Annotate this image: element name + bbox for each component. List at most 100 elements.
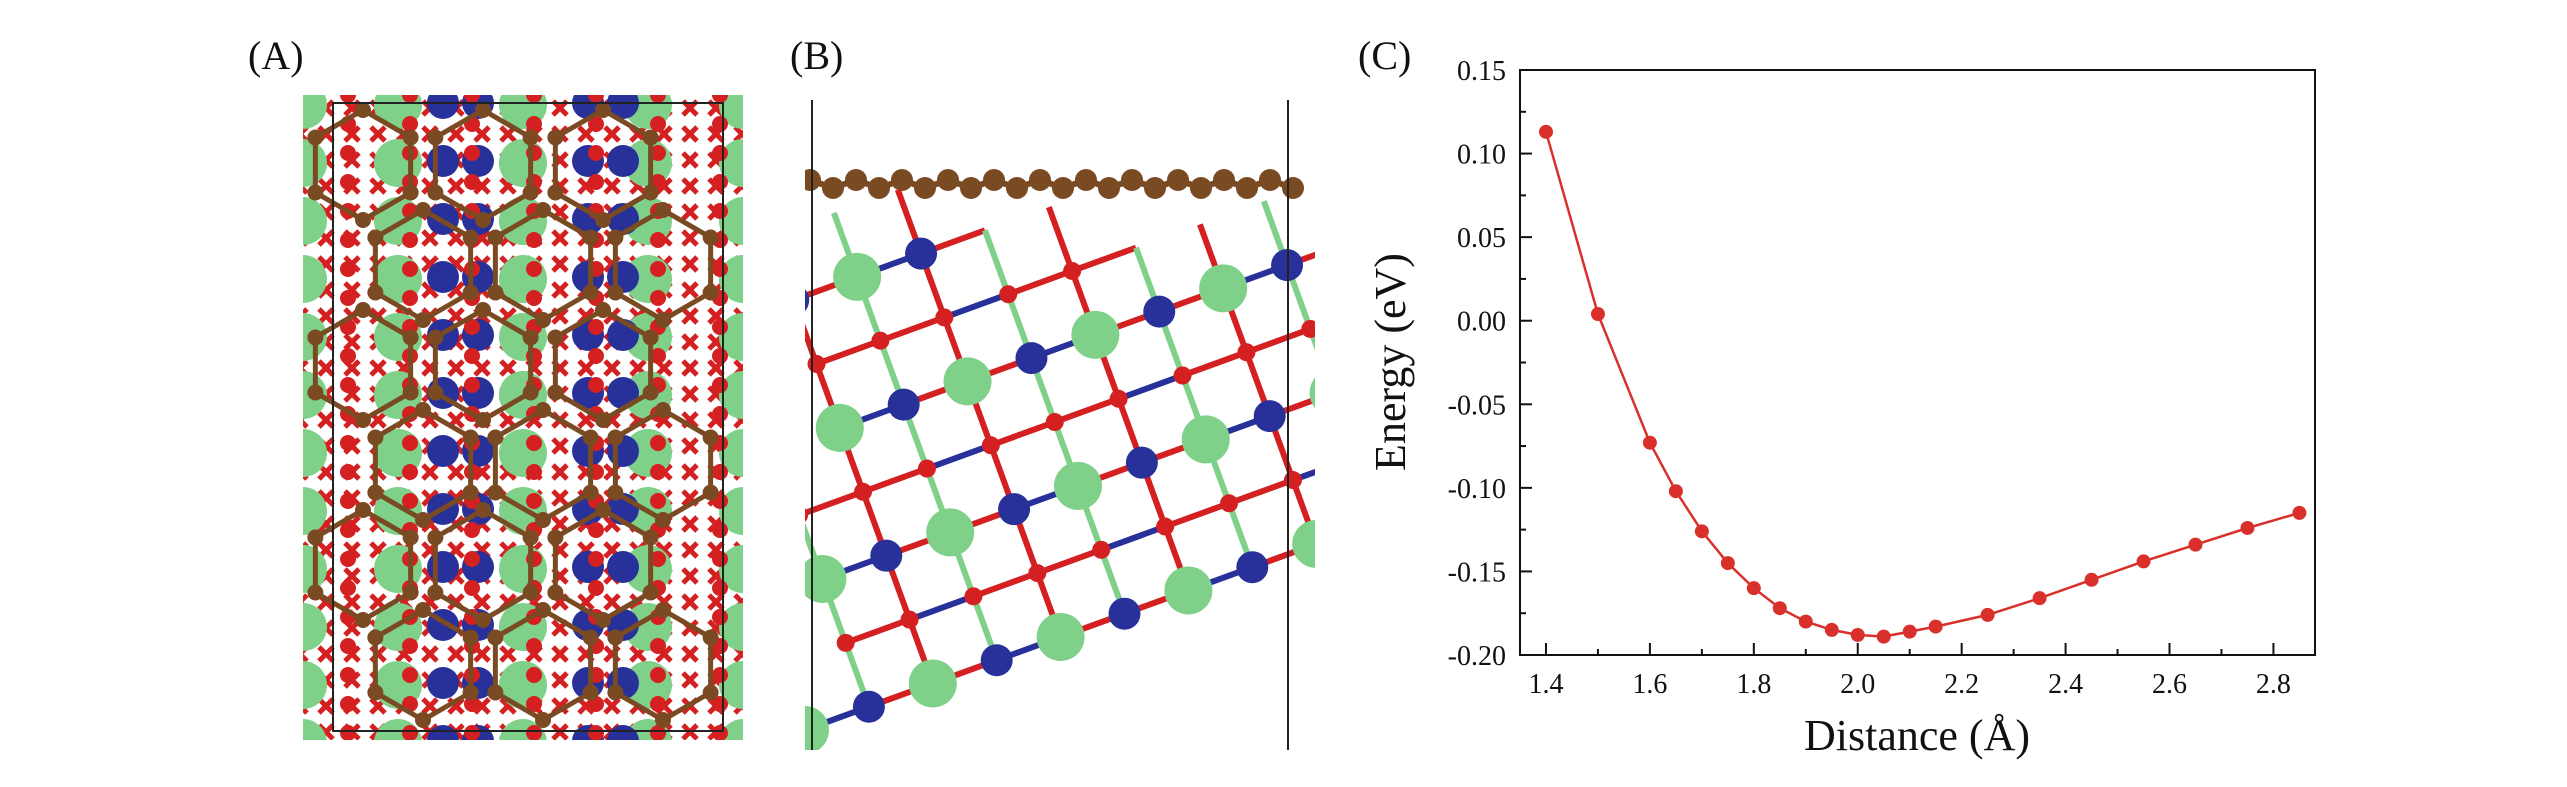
c-atom [355,212,371,228]
y-tick-label: -0.15 [1448,557,1506,588]
o-bond [655,645,673,663]
o-bond [473,645,491,663]
o-bond [473,593,491,611]
c-atom [487,284,504,301]
o-atom [1220,494,1239,513]
data-point [2084,572,2099,587]
c-atom [642,584,659,601]
c-atom [462,684,479,701]
o-bond [421,229,439,247]
o-bond [681,541,699,559]
c-atom [367,484,384,501]
c-atom [462,484,479,501]
c-atom [891,169,913,191]
c-atom [367,629,384,646]
co-atom [607,95,639,119]
lattice-bond [1245,326,1312,356]
o-bond [551,307,569,325]
c-atom [402,184,419,201]
series-points [1538,124,2307,644]
o-bond [369,125,387,143]
o-atom [402,95,418,103]
o-atom [402,638,418,654]
c-atom [475,612,491,628]
o-bond [551,489,569,507]
o-atom [1092,540,1111,559]
y-tick-label: 0.10 [1457,140,1506,171]
c-atom [655,202,671,218]
la-atom [815,403,864,452]
data-point [1876,629,1891,644]
data-point [1798,614,1813,629]
y-tick-label: 0.00 [1457,307,1506,338]
o-bond [551,645,569,663]
c-atom [582,284,599,301]
x-tick-label: 2.2 [1944,669,1979,700]
la-atom [1181,415,1230,464]
c-atom [355,502,371,518]
x-tick-label: 1.8 [1736,669,1771,700]
la-atom [1292,519,1315,568]
c-atom [415,712,431,728]
la-atom [1053,461,1102,510]
c-atom [535,402,551,418]
la-atom [908,659,957,708]
o-bond [369,541,387,559]
c-atom [582,684,599,701]
o-atom [588,319,604,335]
co-atom [607,725,639,740]
co-atom [1125,446,1158,479]
o-bond [303,419,309,429]
c-atom [367,684,384,701]
panel-a-label: (A) [248,33,304,78]
o-atom [340,95,356,103]
o-bond [317,359,335,377]
o-bond [369,359,387,377]
lattice-bond [989,419,1056,449]
lattice-bond [972,570,1039,600]
structure-atoms [805,169,1315,750]
o-atom [917,459,936,478]
o-atom [340,464,356,480]
c-atom [983,169,1005,191]
o-atom [402,464,418,480]
o-bond [317,697,335,715]
c-atom [595,612,611,628]
o-bond [681,385,699,403]
c-atom [655,712,671,728]
co-atom [998,493,1031,526]
la-atom [1309,377,1315,409]
c-atom [547,529,564,546]
o-bond [733,649,743,663]
o-bond [369,593,387,611]
data-point [1928,619,1943,634]
data-point [2188,537,2203,552]
o-atom [340,638,356,654]
c-atom [402,329,419,346]
c-atom [595,212,611,228]
o-atom [854,482,873,501]
o-bond [343,125,361,143]
la-atom [303,429,327,477]
y-tick-label: -0.20 [1448,641,1506,672]
o-bond [681,489,699,507]
o-atom [999,285,1018,304]
c-atom [1006,177,1028,199]
c-atom [462,229,479,246]
c-atom [487,229,504,246]
o-bond [681,203,699,221]
c-atom [475,212,491,228]
o-bond [421,697,439,715]
la-atom [926,508,975,557]
o-bond [317,645,335,663]
o-bond [303,307,309,317]
co-atom [607,551,639,583]
o-bond [551,281,569,299]
o-atom [1045,413,1064,432]
o-bond [603,125,621,143]
o-atom [340,377,356,393]
x-tick-label: 2.8 [2256,669,2291,700]
o-bond [681,593,699,611]
o-atom [402,116,418,132]
